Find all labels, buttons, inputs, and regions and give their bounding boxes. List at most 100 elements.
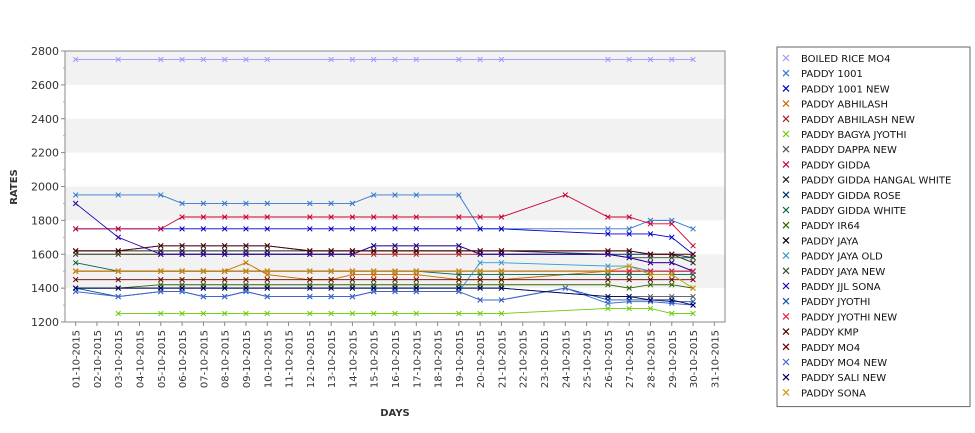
data-point — [243, 276, 249, 283]
data-point — [690, 226, 696, 232]
data-point — [626, 231, 632, 237]
data-point — [158, 268, 164, 274]
data-point — [370, 192, 377, 198]
data-point — [690, 302, 696, 308]
data-point — [647, 251, 654, 258]
data-point — [243, 200, 249, 207]
x-tick-label: 15-10-2015 — [370, 330, 381, 388]
x-tick-label: 22-10-2015 — [519, 330, 530, 388]
data-point — [413, 268, 420, 274]
data-point — [200, 200, 207, 207]
data-point — [647, 281, 654, 288]
data-point — [392, 56, 398, 63]
legend-marker — [782, 69, 790, 77]
legend-marker — [782, 206, 790, 214]
data-point — [328, 214, 334, 220]
x-tick-label: 17-10-2015 — [412, 330, 423, 388]
legend-label: PADDY DAPPA NEW — [801, 145, 897, 156]
data-point — [200, 56, 207, 63]
data-point — [498, 259, 505, 266]
data-point — [179, 268, 185, 274]
data-point — [647, 297, 654, 303]
data-point — [221, 56, 228, 63]
series-line — [75, 203, 694, 272]
legend-marker — [782, 343, 790, 351]
data-point — [392, 226, 398, 232]
data-point — [690, 243, 696, 249]
data-point — [200, 268, 207, 274]
grid-band — [65, 51, 725, 85]
data-point — [456, 192, 462, 198]
x-tick-label: 10-10-2015 — [263, 330, 274, 388]
data-point — [669, 297, 675, 303]
data-point — [605, 248, 611, 254]
data-point — [243, 56, 249, 63]
data-point — [221, 293, 228, 300]
x-tick-label: 01-10-2015 — [72, 330, 83, 388]
legend-label: PADDY GIDDA WHITE — [801, 206, 906, 217]
legend-label: PADDY MO4 NEW — [801, 358, 887, 369]
x-tick-label: 25-10-2015 — [583, 330, 594, 388]
y-tick-label: 2400 — [31, 113, 59, 126]
legend-label: BOILED RICE MO4 — [801, 54, 891, 65]
data-point — [349, 276, 356, 283]
legend-marker — [782, 312, 790, 320]
data-point — [158, 285, 164, 291]
legend-marker — [782, 115, 790, 123]
legend-label: PADDY ABHILASH — [801, 100, 888, 111]
legend-label: PADDY SONA — [801, 388, 866, 399]
data-point — [669, 271, 675, 278]
y-axis-label: RATES — [9, 169, 20, 205]
data-point — [690, 259, 696, 266]
x-tick-label: 18-10-2015 — [434, 330, 445, 388]
data-point — [328, 293, 334, 300]
data-point — [370, 243, 377, 249]
data-point — [477, 285, 483, 291]
data-point — [243, 226, 249, 232]
legend-label: PADDY ABHILASH NEW — [801, 115, 915, 126]
data-point — [562, 285, 569, 291]
data-point — [647, 298, 654, 305]
x-tick-label: 31-10-2015 — [710, 330, 721, 388]
data-point — [413, 192, 420, 198]
data-point — [605, 226, 611, 232]
data-point — [264, 276, 271, 283]
y-tick-label: 1600 — [31, 248, 59, 261]
data-point — [72, 226, 79, 232]
data-point — [626, 305, 632, 312]
x-tick-label: 07-10-2015 — [199, 330, 210, 388]
legend-box — [776, 46, 971, 408]
x-tick-label: 19-10-2015 — [455, 330, 466, 388]
legend-marker — [782, 267, 790, 275]
data-point — [158, 276, 164, 283]
series-line — [75, 194, 694, 230]
data-point — [264, 251, 271, 258]
data-point — [307, 226, 313, 232]
data-point — [413, 285, 420, 291]
legend: BOILED RICE MO4 PADDY 1001 PADDY 1001 NEW P… — [776, 46, 971, 408]
data-point — [626, 263, 632, 269]
legend-marker — [782, 328, 790, 336]
data-point — [115, 310, 121, 317]
data-point — [328, 310, 334, 317]
data-point — [456, 310, 462, 317]
data-point — [307, 200, 313, 207]
data-point — [605, 263, 611, 269]
data-point — [669, 281, 675, 288]
data-point — [477, 268, 483, 274]
y-tick-label: 2200 — [31, 147, 59, 160]
x-tick-label: 26-10-2015 — [604, 330, 615, 388]
data-point — [690, 251, 696, 258]
data-point — [605, 268, 611, 274]
data-point — [392, 248, 398, 254]
data-point — [456, 56, 462, 63]
legend-label: PADDY JYOTHI NEW — [801, 312, 897, 323]
legend-marker — [782, 388, 790, 396]
x-tick-label: 02-10-2015 — [93, 330, 104, 388]
data-point — [413, 226, 420, 232]
legend-label: PADDY SALI NEW — [801, 373, 886, 384]
data-point — [477, 214, 483, 220]
data-point — [179, 285, 185, 291]
x-tick-label: 12-10-2015 — [306, 330, 317, 388]
data-point — [158, 310, 164, 317]
